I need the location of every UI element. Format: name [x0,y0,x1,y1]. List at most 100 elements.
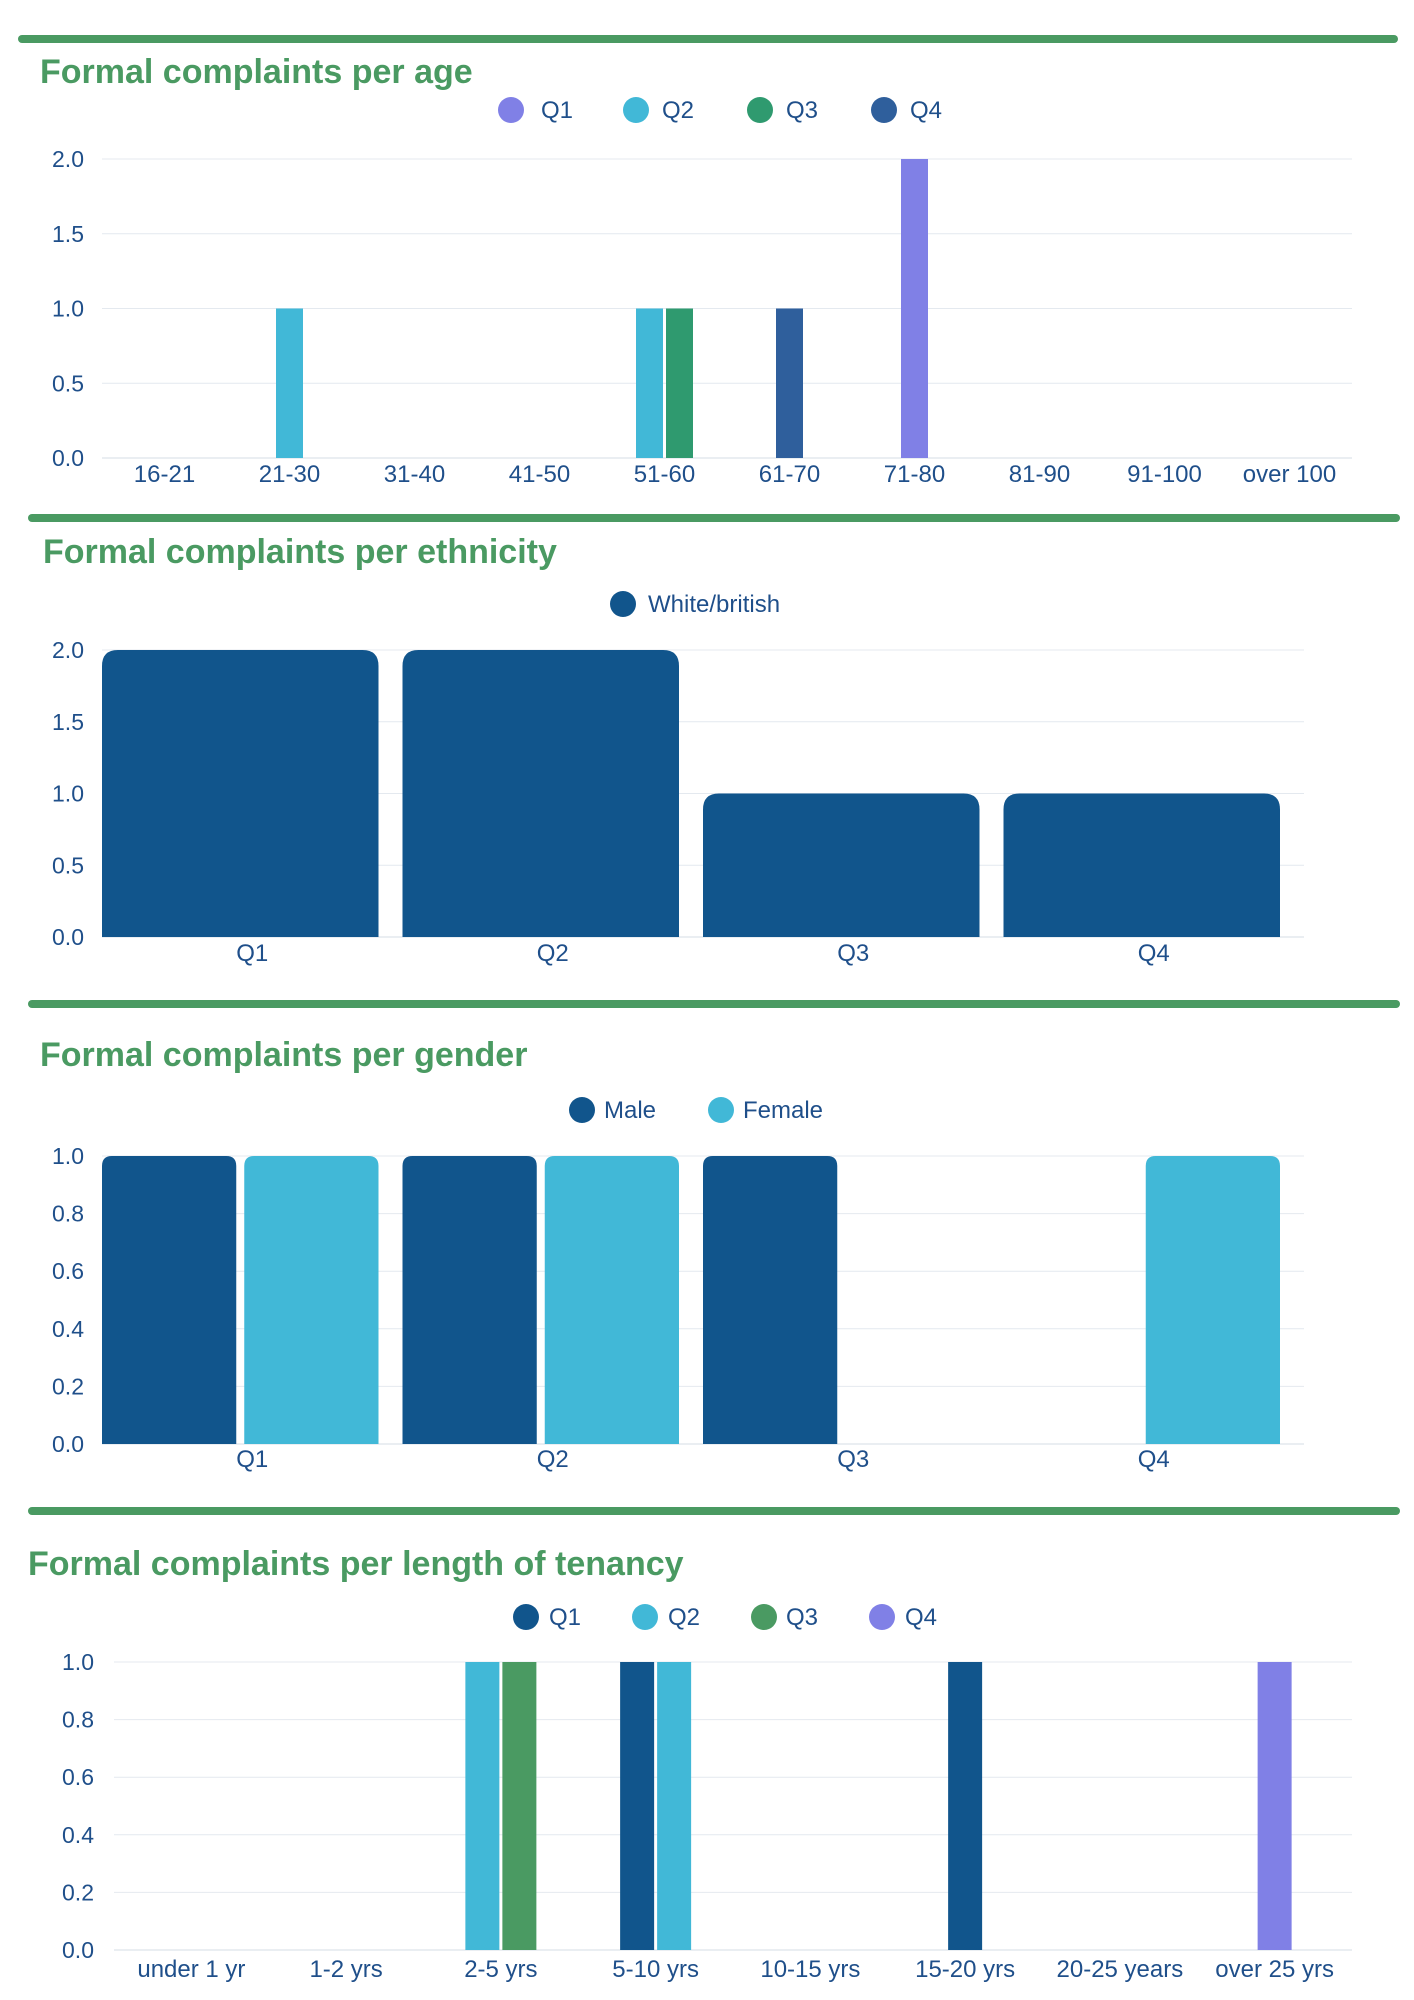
age-chart: 0.0 0.5 1.0 1.5 2.0 Q1 Q2 Q3 Q4 16-21 21-30 31-40 41… [52,97,1352,488]
x-tick-label: 1-2 yrs [309,1956,382,1983]
gender-chart: 0.0 0.2 0.4 0.6 0.8 1.0 Male Female Q1 Q2 Q3 Q4 [52,1097,1304,1473]
section-divider [28,514,1400,522]
y-tick-label: 1.5 [52,221,84,247]
x-tick-label: 10-15 yrs [760,1956,860,1983]
chart-title: Formal complaints per ethnicity [43,533,557,571]
age-chart-panel: Formal complaints per age 0.0 0.5 1.0 1.5 2.… [0,0,1414,512]
legend-swatch [747,97,773,123]
y-tick-label: 0.4 [62,1822,94,1848]
x-tick-label: Q2 [537,1446,569,1473]
bar [948,1662,983,1950]
gender-chart-panel: Formal complaints per gender 0.0 0.2 0.4 0.… [0,1000,1414,1504]
y-tick-label: 0.5 [52,852,84,878]
tenancy-chart-panel: Formal complaints per length of tenancy … [0,1504,1414,2000]
x-tick-label: over 25 yrs [1215,1956,1334,1983]
section-divider [28,1000,1400,1008]
legend-label: Q4 [910,97,942,124]
y-tick-label: 0.2 [52,1373,84,1399]
bar [402,650,679,937]
bar [901,159,928,458]
y-tick-label: 1.0 [52,1143,84,1169]
legend-swatch [869,1604,895,1630]
legend-label: Q3 [786,97,818,124]
bar [1003,793,1280,937]
y-tick-label: 0.0 [52,1431,84,1457]
legend-swatch [623,97,649,123]
y-tick-label: 0.2 [62,1879,94,1905]
y-tick-label: 0.6 [52,1258,84,1284]
bar [636,308,663,458]
y-tick-label: 0.8 [62,1707,94,1733]
legend-label: Female [743,1097,823,1124]
x-tick-label: Q2 [537,940,569,967]
y-tick-label: 0.6 [62,1764,94,1790]
bar [1145,1156,1280,1444]
x-tick-label: 21-30 [259,461,320,488]
y-tick-label: 2.0 [52,146,84,172]
chart-title: Formal complaints per gender [40,1036,528,1074]
bar [102,1156,237,1444]
x-tick-label: 16-21 [134,461,195,488]
x-tick-label: Q4 [1138,1446,1170,1473]
x-tick-label: Q1 [236,1446,268,1473]
x-tick-label: 15-20 yrs [915,1956,1015,1983]
y-tick-label: 1.0 [52,296,84,322]
x-tick-label: 5-10 yrs [612,1956,699,1983]
bar [666,308,693,458]
legend-swatch [871,97,897,123]
legend-swatch [513,1604,539,1630]
legend-swatch [610,591,636,617]
y-tick-label: 0.4 [52,1316,84,1342]
legend-swatch [632,1604,658,1630]
y-tick-label: 1.5 [52,709,84,735]
x-tick-label: Q1 [236,940,268,967]
y-tick-label: 0.0 [52,924,84,950]
y-tick-label: 2.0 [52,637,84,663]
bar [620,1662,655,1950]
bar [657,1662,692,1950]
x-tick-label: 41-50 [509,461,570,488]
x-tick-label: 91-100 [1127,461,1202,488]
bar [244,1156,379,1444]
ethnicity-chart: 0.0 0.5 1.0 1.5 2.0 White/british Q1 Q2 Q3 Q4 [52,591,1304,967]
y-tick-label: 0.8 [52,1201,84,1227]
bar [544,1156,679,1444]
legend-swatch [708,1097,734,1123]
x-tick-label: over 100 [1243,461,1336,488]
bar [402,1156,537,1444]
ethnicity-chart-panel: Formal complaints per ethnicity 0.0 0.5 1.… [0,512,1414,1000]
bar [465,1662,500,1950]
tenancy-chart: 0.0 0.2 0.4 0.6 0.8 1.0 Q1 Q2 Q3 Q4 under 1 yr 1-2 … [62,1604,1352,1983]
bar [776,308,803,458]
bar [703,793,980,937]
chart-title: Formal complaints per age [40,53,473,91]
legend-label: Q1 [549,1604,581,1631]
legend-label: Q2 [662,97,694,124]
x-tick-label: 81-90 [1009,461,1070,488]
x-tick-label: 20-25 years [1057,1956,1184,1983]
legend-label: Q3 [786,1604,818,1631]
x-tick-label: under 1 yr [137,1956,245,1983]
x-tick-label: 31-40 [384,461,445,488]
legend-label: Q4 [905,1604,937,1631]
bar [502,1662,537,1950]
bar [703,1156,838,1444]
x-tick-label: 71-80 [884,461,945,488]
y-tick-label: 0.5 [52,370,84,396]
x-tick-label: Q3 [837,1446,869,1473]
x-tick-label: 2-5 yrs [464,1956,537,1983]
legend-swatch [498,97,524,123]
legend-label: Male [604,1097,656,1124]
legend-label: Q1 [541,97,573,124]
y-tick-label: 0.0 [52,445,84,471]
y-tick-label: 0.0 [62,1937,94,1963]
x-tick-label: 51-60 [634,461,695,488]
legend-swatch [751,1604,777,1630]
bar [276,308,303,458]
x-tick-label: Q4 [1138,940,1170,967]
section-divider [18,35,1398,43]
y-tick-label: 1.0 [62,1649,94,1675]
legend-label: White/british [648,591,780,618]
section-divider [28,1507,1400,1515]
legend-label: Q2 [668,1604,700,1631]
